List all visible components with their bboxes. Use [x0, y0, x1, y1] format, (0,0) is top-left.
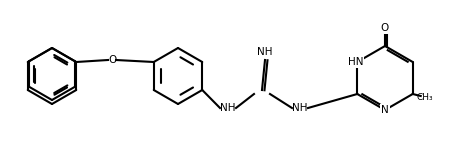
Text: NH: NH — [292, 103, 308, 113]
Text: O: O — [381, 23, 389, 33]
Text: N: N — [381, 105, 389, 115]
Text: CH₃: CH₃ — [416, 92, 433, 102]
Text: NH: NH — [257, 47, 273, 57]
Text: O: O — [108, 55, 116, 65]
Text: NH: NH — [220, 103, 236, 113]
Text: HN: HN — [348, 57, 363, 67]
